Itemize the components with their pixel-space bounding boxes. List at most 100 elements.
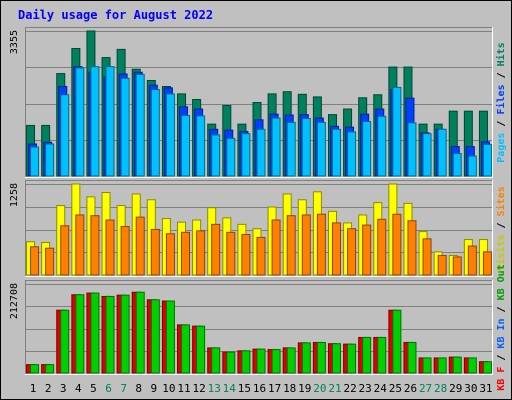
bar-kb-out bbox=[241, 350, 251, 374]
legend-entry: / bbox=[496, 66, 507, 84]
bar-pages bbox=[165, 93, 175, 177]
bar-kb-out bbox=[211, 347, 221, 374]
bar-kb-out bbox=[301, 342, 311, 374]
legend-entry: / bbox=[496, 300, 507, 318]
bar-pages bbox=[467, 155, 477, 177]
bar-kb-out bbox=[316, 341, 326, 374]
x-tick-label: 4 bbox=[75, 382, 82, 395]
x-tick-label: 2 bbox=[45, 382, 52, 395]
bar-pages bbox=[75, 67, 85, 177]
bar-pages bbox=[482, 143, 492, 177]
bar-sites bbox=[150, 228, 160, 276]
bar-sites bbox=[226, 231, 236, 276]
panel-visits: 1258 Visits / Sites bbox=[9, 180, 507, 277]
x-tick-label: 30 bbox=[464, 382, 477, 395]
bar-kb-out bbox=[286, 347, 296, 374]
x-tick-label: 7 bbox=[120, 382, 127, 395]
bar-kb-out bbox=[347, 343, 357, 374]
panel-kbytes: 212708 KB F / KB In / KB Out bbox=[9, 264, 507, 390]
bar-kb-out bbox=[30, 364, 40, 374]
bar-pages bbox=[301, 118, 311, 177]
bar-kb-out bbox=[362, 336, 372, 374]
bar-sites bbox=[286, 215, 296, 276]
bar-pages bbox=[211, 134, 221, 177]
bar-pages bbox=[120, 77, 130, 177]
bar-sites bbox=[30, 246, 40, 276]
bar-kb-out bbox=[196, 325, 206, 374]
bar-sites bbox=[241, 233, 251, 276]
bar-kb-out bbox=[45, 364, 55, 374]
bar-pages bbox=[256, 128, 266, 177]
bar-pages bbox=[437, 128, 447, 177]
bar-pages bbox=[105, 66, 115, 177]
bar-kb-out bbox=[482, 361, 492, 374]
x-tick-label: 8 bbox=[135, 382, 142, 395]
legend-entry: / bbox=[496, 216, 507, 234]
bar-kb-out bbox=[271, 349, 281, 374]
x-tick-label: 17 bbox=[268, 382, 281, 395]
bar-sites bbox=[316, 213, 326, 276]
bar-kb-out bbox=[452, 356, 462, 374]
x-tick-label: 13 bbox=[208, 382, 221, 395]
x-tick-label: 18 bbox=[283, 382, 296, 395]
x-tick-label: 20 bbox=[313, 382, 326, 395]
x-tick-label: 16 bbox=[253, 382, 266, 395]
bar-pages bbox=[331, 128, 341, 177]
legend-entry: / bbox=[496, 349, 507, 367]
legend-kbytes: KB F / KB In / KB Out bbox=[496, 264, 507, 390]
bar-kb-out bbox=[181, 324, 191, 374]
bar-sites bbox=[196, 230, 206, 276]
bar-kb-out bbox=[392, 309, 402, 374]
x-tick-label: 28 bbox=[434, 382, 447, 395]
legend-entry: KB Out bbox=[496, 264, 507, 300]
y-tick-label: 1258 bbox=[9, 183, 20, 207]
legend-hits: Pages / Files / Hits bbox=[495, 42, 507, 162]
bar-sites bbox=[120, 226, 130, 276]
x-tick-label: 11 bbox=[177, 382, 190, 395]
bar-sites bbox=[60, 225, 70, 276]
y-tick-label: 212708 bbox=[9, 283, 20, 319]
x-tick-label: 15 bbox=[238, 382, 251, 395]
x-tick-label: 27 bbox=[419, 382, 432, 395]
bar-sites bbox=[437, 254, 447, 276]
bar-sites bbox=[362, 224, 372, 276]
bar-sites bbox=[452, 256, 462, 276]
bar-pages bbox=[316, 121, 326, 177]
bar-sites bbox=[181, 231, 191, 276]
x-tick-label: 29 bbox=[449, 382, 462, 395]
bar-pages bbox=[377, 115, 387, 177]
x-axis-day-labels: 1 2 3 4 5 6 7 8 9 10 11 12 13 14 15 16 17 18 19 20 21 22 23 24 2… bbox=[30, 382, 493, 395]
x-tick-label: 24 bbox=[374, 382, 388, 395]
bar-sites bbox=[90, 215, 100, 276]
chart-title: Daily usage for August 2022 bbox=[18, 8, 213, 22]
x-tick-label: 21 bbox=[328, 382, 341, 395]
bar-sites bbox=[407, 220, 417, 276]
bar-sites bbox=[377, 218, 387, 276]
bar-kb-out bbox=[377, 336, 387, 374]
bar-kb-out bbox=[467, 357, 477, 374]
bar-pages bbox=[60, 94, 70, 177]
bar-kb-out bbox=[120, 294, 130, 374]
bar-pages bbox=[407, 122, 417, 177]
x-tick-label: 22 bbox=[343, 382, 356, 395]
bar-pages bbox=[241, 133, 251, 177]
bar-sites bbox=[331, 222, 341, 276]
bar-pages bbox=[347, 131, 357, 177]
bar-kb-out bbox=[165, 300, 175, 374]
bar-sites bbox=[301, 214, 311, 276]
bar-pages bbox=[196, 115, 206, 177]
bar-pages bbox=[286, 121, 296, 177]
legend-entry: / bbox=[496, 115, 507, 133]
legend-entry: KB F bbox=[496, 367, 507, 391]
bar-pages bbox=[150, 89, 160, 177]
legend-entry: Files bbox=[495, 84, 507, 114]
legend-entry: Hits bbox=[495, 42, 507, 66]
bar-sites bbox=[45, 247, 55, 276]
bar-sites bbox=[347, 228, 357, 276]
bar-kb-out bbox=[407, 341, 417, 374]
x-tick-label: 19 bbox=[298, 382, 311, 395]
bar-pages bbox=[90, 66, 100, 177]
bar-sites bbox=[75, 214, 85, 276]
bar-pages bbox=[226, 137, 236, 177]
